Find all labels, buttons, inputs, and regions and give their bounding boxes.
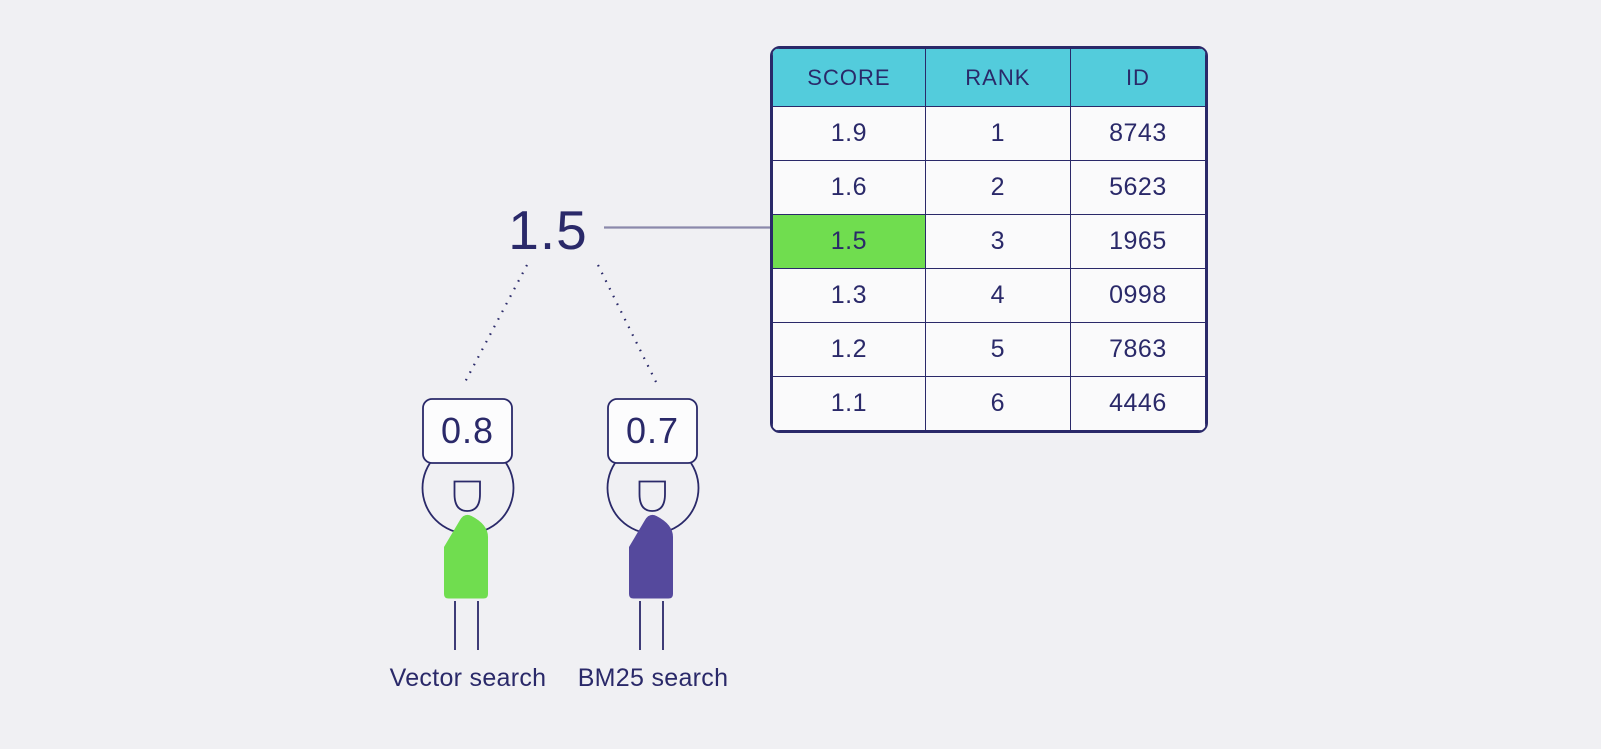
col-header-score: SCORE: [772, 48, 926, 107]
id-cell: 1965: [1069, 214, 1206, 269]
col-header-rank: RANK: [924, 48, 1071, 107]
score-cell: 1.9: [772, 106, 926, 161]
table-row: 1.2 5 7863: [772, 322, 1206, 377]
sign-value: 0.7: [626, 410, 679, 451]
score-cell: 1.2: [772, 322, 926, 377]
vector-search-figure: 0.8 Vector search: [390, 380, 546, 692]
rank-cell: 4: [924, 268, 1071, 323]
bm25-search-figure: 0.7 BM25 search: [578, 380, 728, 692]
table-row: 1.1 6 4446: [772, 376, 1206, 431]
figure-head: [638, 480, 666, 512]
rank-cell: 2: [924, 160, 1071, 215]
id-cell: 4446: [1069, 376, 1206, 431]
table-row: 1.5 3 1965: [772, 214, 1206, 269]
score-cell: 1.5: [772, 214, 926, 269]
id-cell: 0998: [1069, 268, 1206, 323]
vector-figure-graphic: 0.8: [421, 398, 515, 650]
id-cell: 7863: [1069, 322, 1206, 377]
score-cell: 1.3: [772, 268, 926, 323]
id-cell: 5623: [1069, 160, 1206, 215]
score-sign: [422, 398, 513, 464]
table-header-row: SCORE RANK ID: [772, 48, 1206, 107]
bm25-search-label: BM25 search: [577, 664, 729, 692]
bm25-figure-graphic: 0.7: [606, 398, 700, 650]
rank-cell: 5: [924, 322, 1071, 377]
vector-dotted-line: [463, 264, 528, 385]
combined-score-value: 1.5: [508, 199, 588, 261]
id-cell: 8743: [1069, 106, 1206, 161]
figure-body: [444, 514, 488, 599]
table-row: 1.6 2 5623: [772, 160, 1206, 215]
score-cell: 1.6: [772, 160, 926, 215]
table-row: 1.9 1 8743: [772, 106, 1206, 161]
rank-cell: 1: [924, 106, 1071, 161]
score-sign: [607, 398, 698, 464]
rank-cell: 3: [924, 214, 1071, 269]
rank-cell: 6: [924, 376, 1071, 431]
results-table: SCORE RANK ID 1.9 1 8743 1.6 2 5623 1.5: [770, 46, 1208, 433]
col-header-id: ID: [1069, 48, 1206, 107]
score-cell: 1.1: [772, 376, 926, 431]
sign-value: 0.8: [441, 410, 494, 451]
vector-search-label: Vector search: [389, 664, 547, 692]
figure-body: [629, 514, 673, 599]
bm25-dotted-line: [597, 264, 658, 385]
figure-head: [453, 480, 481, 512]
table-row: 1.3 4 0998: [772, 268, 1206, 323]
